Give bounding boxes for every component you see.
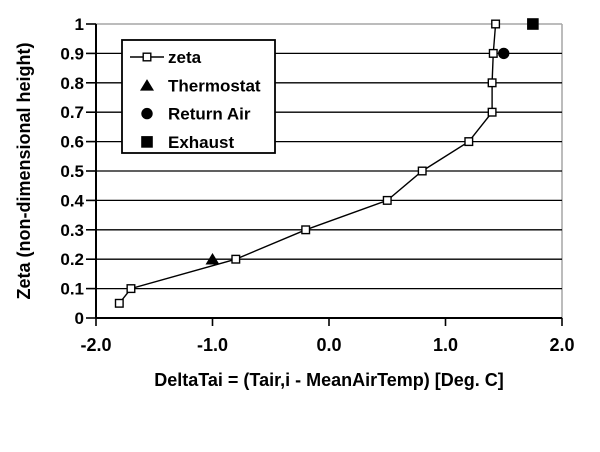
y-tick-label: 0.5 bbox=[60, 162, 84, 181]
y-tick-label: 0.9 bbox=[60, 44, 84, 63]
open-square-marker bbox=[126, 284, 136, 294]
series-thermostat bbox=[205, 253, 220, 265]
filled-square-marker bbox=[527, 18, 539, 30]
legend-item-exhaust: Exhaust bbox=[141, 133, 234, 152]
legend-label: Exhaust bbox=[168, 133, 234, 152]
series-exhaust bbox=[527, 18, 539, 30]
legend: zeta Thermostat Return Air Exhaust bbox=[121, 39, 276, 154]
open-square-icon bbox=[142, 52, 152, 62]
open-square-marker bbox=[231, 254, 241, 264]
x-tick-label: 0.0 bbox=[316, 335, 341, 355]
filled-circle-marker bbox=[498, 47, 510, 60]
y-tick-label: 0.4 bbox=[60, 191, 84, 210]
open-square-marker bbox=[487, 107, 497, 117]
legend-label: zeta bbox=[168, 48, 202, 67]
open-square-marker bbox=[491, 19, 501, 29]
open-square-marker bbox=[382, 195, 392, 205]
x-tick-label: -2.0 bbox=[80, 335, 111, 355]
y-tick-label: 0.8 bbox=[60, 74, 84, 93]
axes bbox=[86, 23, 563, 326]
y-tick-label: 0.3 bbox=[60, 221, 84, 240]
y-axis-title: Zeta (non-dimensional height) bbox=[14, 43, 34, 300]
legend-item-zeta: zeta bbox=[130, 48, 202, 67]
legend-label: Thermostat bbox=[168, 76, 261, 95]
tick-labels: 0 0.1 0.2 0.3 0.4 0.5 0.6 0.7 0.8 0.9 1 -2.0 -1.0 0.0… bbox=[60, 15, 574, 355]
y-tick-label: 0.1 bbox=[60, 280, 84, 299]
series-zeta bbox=[114, 19, 501, 308]
y-tick-label: 0.6 bbox=[60, 133, 84, 152]
open-square-marker bbox=[488, 48, 498, 58]
filled-circle-icon bbox=[141, 107, 153, 120]
series-return-air bbox=[498, 47, 510, 60]
legend-item-return-air: Return Air bbox=[141, 105, 251, 124]
open-square-marker bbox=[301, 225, 311, 235]
data-series bbox=[114, 18, 539, 308]
open-square-marker bbox=[487, 78, 497, 88]
x-tick-label: -1.0 bbox=[197, 335, 228, 355]
x-tick-label: 2.0 bbox=[549, 335, 574, 355]
y-tick-label: 1 bbox=[75, 15, 84, 34]
x-axis-title: DeltaTai = (Tair,i - MeanAirTemp) [Deg. … bbox=[154, 370, 504, 390]
y-tick-label: 0 bbox=[75, 309, 84, 328]
legend-item-thermostat: Thermostat bbox=[140, 76, 261, 95]
open-square-marker bbox=[417, 166, 427, 176]
open-square-marker bbox=[464, 137, 474, 147]
legend-label: Return Air bbox=[168, 105, 251, 124]
x-tick-label: 1.0 bbox=[433, 335, 458, 355]
filled-square-icon bbox=[141, 136, 153, 148]
open-square-marker bbox=[114, 298, 124, 308]
filled-triangle-icon bbox=[140, 79, 154, 91]
y-tick-label: 0.2 bbox=[60, 250, 84, 269]
filled-triangle-marker bbox=[205, 253, 220, 265]
y-tick-label: 0.7 bbox=[60, 103, 84, 122]
